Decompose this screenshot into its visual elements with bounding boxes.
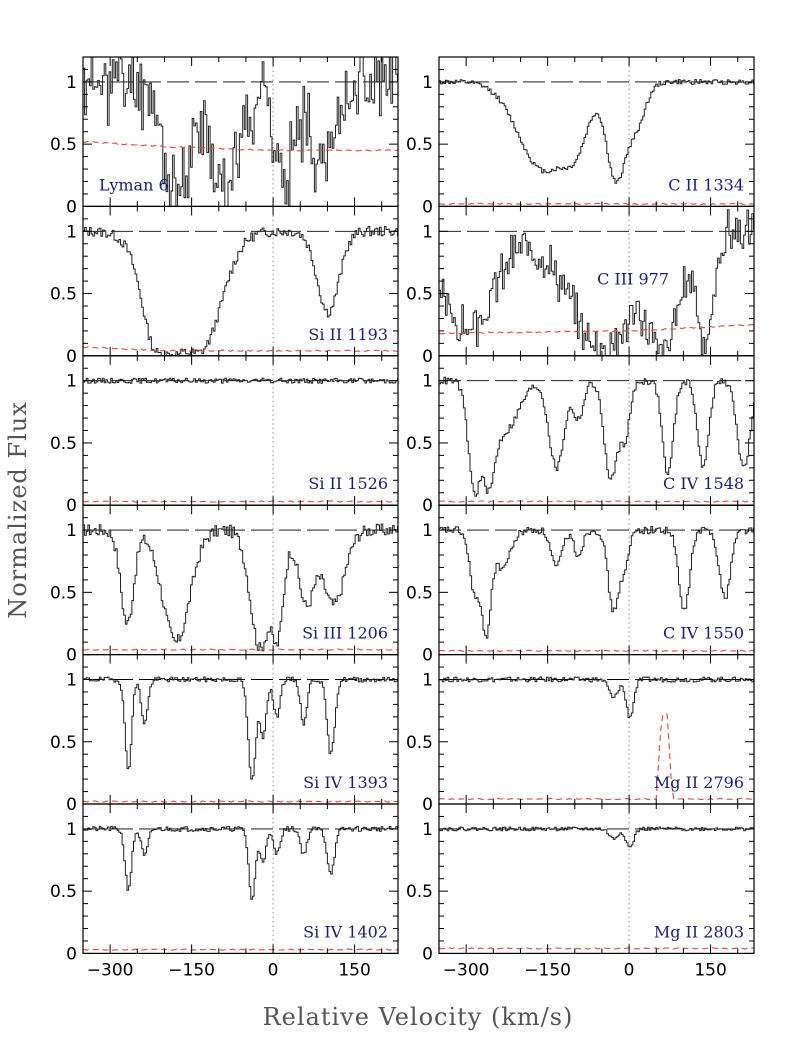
x-tick-label: 0	[624, 960, 635, 980]
panel-grid: 0 0.5 1 Lyman 6 0 0.5 1 C II 1334 0 0.5 1 Si II 119…	[50, 56, 755, 980]
flux-spectrum	[439, 79, 754, 184]
y-tick-label: 1	[66, 521, 77, 541]
panel-label-siiv1393: Si IV 1393	[303, 773, 388, 792]
panel-lyman6: 0 0.5 1 Lyman 6	[50, 56, 399, 217]
error-spectrum	[83, 500, 398, 503]
x-tick-label: 0	[268, 960, 279, 980]
y-tick-label: 0	[422, 944, 433, 964]
y-tick-label: 1	[66, 671, 77, 691]
panel-label-mgii2803: Mg II 2803	[654, 922, 744, 941]
panel-siiv1402: 0 0.5 1 −300 −150 0 150 Si IV 1402	[50, 803, 399, 980]
y-tick-label: 1	[422, 820, 433, 840]
panel-label-civ1548: C IV 1548	[663, 474, 744, 493]
flux-spectrum	[83, 377, 398, 384]
panel-civ1550: 0 0.5 1 C IV 1550	[406, 504, 755, 666]
y-tick-label: 0.5	[50, 733, 77, 753]
error-spectrum	[83, 648, 398, 651]
error-spectrum	[439, 649, 754, 653]
x-tick-label: 150	[338, 960, 370, 980]
flux-spectrum	[439, 826, 754, 848]
y-tick-label: 0.5	[406, 285, 433, 305]
panel-label-lyman6: Lyman 6	[99, 175, 169, 194]
flux-spectrum	[83, 825, 398, 900]
y-tick-label: 0	[66, 944, 77, 964]
y-tick-label: 0	[422, 795, 433, 815]
error-spectrum	[439, 202, 754, 206]
y-tick-label: 0.5	[406, 434, 433, 454]
y-tick-label: 0	[66, 496, 77, 516]
panel-siiii1206: 0 0.5 1 Si III 1206	[50, 504, 399, 666]
y-tick-label: 1	[422, 222, 433, 242]
panel-label-siiii1206: Si III 1206	[302, 624, 388, 643]
y-tick-label: 0	[422, 496, 433, 516]
error-spectrum	[439, 323, 754, 335]
y-tick-label: 0.5	[406, 583, 433, 603]
panel-mgii2796: 0 0.5 1 Mg II 2796	[406, 653, 755, 815]
panel-label-mgii2796: Mg II 2796	[654, 773, 744, 792]
flux-spectrum	[83, 225, 398, 356]
y-tick-label: 1	[66, 222, 77, 242]
y-tick-label: 0	[66, 347, 77, 367]
y-tick-label: 0.5	[406, 135, 433, 155]
x-tick-label: −150	[168, 960, 215, 980]
panel-label-civ1550: C IV 1550	[663, 624, 744, 643]
error-spectrum	[83, 346, 398, 353]
panel-label-cii1334: C II 1334	[668, 175, 744, 194]
x-tick-label: −300	[87, 960, 134, 980]
panel-siii1526: 0 0.5 1 Si II 1526	[50, 355, 399, 516]
y-tick-label: 0	[422, 197, 433, 217]
panel-ciii977: 0 0.5 1 C III 977	[406, 205, 755, 367]
panel-label-siii1193: Si II 1193	[308, 325, 388, 344]
y-tick-label: 1	[66, 73, 77, 93]
y-tick-label: 0	[66, 197, 77, 217]
y-tick-label: 0	[66, 795, 77, 815]
y-tick-label: 1	[422, 521, 433, 541]
error-spectrum	[439, 500, 754, 503]
y-tick-label: 1	[422, 671, 433, 691]
flux-spectrum	[439, 526, 754, 639]
x-axis-title: Relative Velocity (km/s)	[263, 1003, 574, 1031]
y-tick-label: 0.5	[50, 583, 77, 603]
flux-spectrum	[83, 57, 398, 207]
flux-spectrum	[83, 523, 398, 652]
y-tick-label: 0	[422, 347, 433, 367]
y-tick-label: 0.5	[50, 882, 77, 902]
x-tick-label: −150	[524, 960, 571, 980]
panel-mgii2803: 0 0.5 1 −300 −150 0 150 Mg II 2803	[406, 803, 755, 980]
panel-cii1334: 0 0.5 1 C II 1334	[406, 56, 755, 217]
y-tick-label: 0.5	[50, 434, 77, 454]
flux-spectrum	[439, 676, 754, 718]
y-tick-label: 0	[66, 646, 77, 666]
flux-spectrum	[83, 676, 398, 780]
y-tick-label: 1	[66, 820, 77, 840]
error-spectrum	[83, 140, 398, 152]
y-tick-label: 1	[422, 73, 433, 93]
panel-civ1548: 0 0.5 1 C IV 1548	[406, 355, 755, 516]
x-tick-label: 150	[694, 960, 726, 980]
panel-label-siiv1402: Si IV 1402	[303, 922, 388, 941]
panel-label-siii1526: Si II 1526	[308, 474, 388, 493]
y-axis-title: Normalized Flux	[4, 401, 32, 619]
y-tick-label: 0	[422, 646, 433, 666]
panel-siii1193: 0 0.5 1 Si II 1193	[50, 205, 399, 367]
x-tick-label: −300	[443, 960, 490, 980]
y-tick-label: 0.5	[50, 285, 77, 305]
y-tick-label: 1	[422, 372, 433, 392]
panel-label-ciii977: C III 977	[597, 269, 669, 288]
flux-spectrum	[439, 376, 754, 497]
y-tick-label: 0.5	[50, 135, 77, 155]
error-spectrum	[439, 713, 754, 801]
panel-siiv1393: 0 0.5 1 Si IV 1393	[50, 653, 399, 815]
error-spectrum	[83, 948, 398, 951]
y-tick-label: 1	[66, 372, 77, 392]
y-tick-label: 0.5	[406, 882, 433, 902]
error-spectrum	[83, 800, 398, 803]
error-spectrum	[439, 947, 754, 950]
y-tick-label: 0.5	[406, 733, 433, 753]
